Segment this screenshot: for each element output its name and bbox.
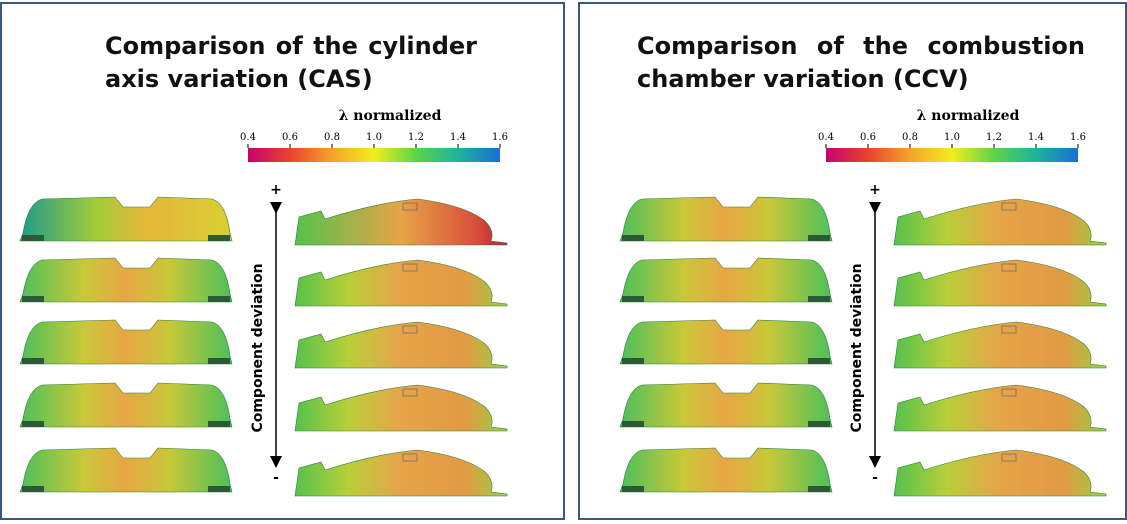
colorbar-tick-label: 1.6 bbox=[492, 132, 508, 143]
surface bbox=[20, 258, 232, 302]
axis-label: Component deviation bbox=[250, 263, 266, 432]
base bbox=[22, 296, 44, 302]
base bbox=[622, 486, 644, 492]
figure: λ normalized 0.4 0.6 0.8 1.0 1.2 1.4 1.6 + - Compo… bbox=[0, 0, 1127, 524]
base bbox=[622, 421, 644, 427]
plus-sign: + bbox=[270, 182, 282, 198]
surface bbox=[620, 320, 832, 364]
colorbar-tick-label: 1.0 bbox=[366, 132, 382, 143]
colorbar-label: λ normalized bbox=[339, 108, 442, 124]
cylinder-head-view bbox=[20, 258, 232, 302]
colorbar-tick-label: 0.6 bbox=[860, 132, 876, 143]
base bbox=[808, 486, 830, 492]
surface bbox=[295, 260, 507, 306]
base bbox=[22, 358, 44, 364]
base bbox=[22, 421, 44, 427]
cylinder-head-view bbox=[620, 258, 832, 302]
colorbar bbox=[826, 148, 1078, 162]
surface bbox=[295, 322, 507, 368]
base bbox=[622, 358, 644, 364]
base bbox=[808, 296, 830, 302]
cylinder-head-view bbox=[295, 450, 507, 496]
surface bbox=[295, 199, 507, 245]
cylinder-head-view bbox=[295, 260, 507, 306]
cylinder-head-view bbox=[295, 199, 507, 245]
surface bbox=[295, 450, 507, 496]
base bbox=[208, 235, 230, 241]
surface bbox=[20, 320, 232, 364]
base bbox=[208, 486, 230, 492]
axis-label: Component deviation bbox=[849, 263, 865, 432]
colorbar-tick-label: 0.8 bbox=[902, 132, 918, 143]
surface bbox=[894, 385, 1106, 431]
surface bbox=[894, 322, 1106, 368]
surface bbox=[620, 383, 832, 427]
cylinder-head-view bbox=[295, 322, 507, 368]
colorbar-tick-label: 0.4 bbox=[240, 132, 256, 143]
colorbar-tick-label: 0.4 bbox=[818, 132, 834, 143]
surface bbox=[620, 258, 832, 302]
surface bbox=[894, 450, 1106, 496]
colorbar-tick-label: 1.2 bbox=[986, 132, 1002, 143]
base bbox=[208, 358, 230, 364]
colorbar-tick-label: 1.0 bbox=[944, 132, 960, 143]
colorbar-tick-label: 0.6 bbox=[282, 132, 298, 143]
surface bbox=[894, 260, 1106, 306]
minus-sign: - bbox=[273, 470, 279, 486]
colorbar-tick-label: 1.4 bbox=[1028, 132, 1044, 143]
surface bbox=[20, 383, 232, 427]
cylinder-head-view bbox=[894, 322, 1106, 368]
cylinder-head-view bbox=[620, 448, 832, 492]
minus-sign: - bbox=[872, 470, 878, 486]
base bbox=[22, 486, 44, 492]
base bbox=[808, 421, 830, 427]
surface bbox=[20, 197, 232, 241]
base bbox=[22, 235, 44, 241]
page: Comparison of the cylinder axis variatio… bbox=[0, 0, 1127, 524]
colorbar-tick-label: 0.8 bbox=[324, 132, 340, 143]
colorbar-label: λ normalized bbox=[917, 108, 1020, 124]
cylinder-head-view bbox=[894, 450, 1106, 496]
surface bbox=[620, 448, 832, 492]
base bbox=[808, 235, 830, 241]
base bbox=[622, 296, 644, 302]
surface bbox=[620, 197, 832, 241]
surface bbox=[295, 385, 507, 431]
plus-sign: + bbox=[869, 182, 881, 198]
base bbox=[208, 296, 230, 302]
cylinder-head-view bbox=[20, 448, 232, 492]
cylinder-head-view bbox=[894, 260, 1106, 306]
base bbox=[808, 358, 830, 364]
cylinder-head-view bbox=[620, 320, 832, 364]
base bbox=[622, 235, 644, 241]
cylinder-head-view bbox=[894, 385, 1106, 431]
colorbar-tick-label: 1.2 bbox=[408, 132, 424, 143]
cylinder-head-view bbox=[620, 383, 832, 427]
cylinder-head-view bbox=[620, 197, 832, 241]
surface bbox=[20, 448, 232, 492]
cylinder-head-view bbox=[295, 385, 507, 431]
colorbar-tick-label: 1.4 bbox=[450, 132, 466, 143]
cylinder-head-view bbox=[20, 383, 232, 427]
surface bbox=[894, 199, 1106, 245]
cylinder-head-view bbox=[20, 320, 232, 364]
cylinder-head-view bbox=[20, 197, 232, 241]
colorbar-tick-label: 1.6 bbox=[1070, 132, 1086, 143]
base bbox=[208, 421, 230, 427]
colorbar bbox=[248, 148, 500, 162]
cylinder-head-view bbox=[894, 199, 1106, 245]
